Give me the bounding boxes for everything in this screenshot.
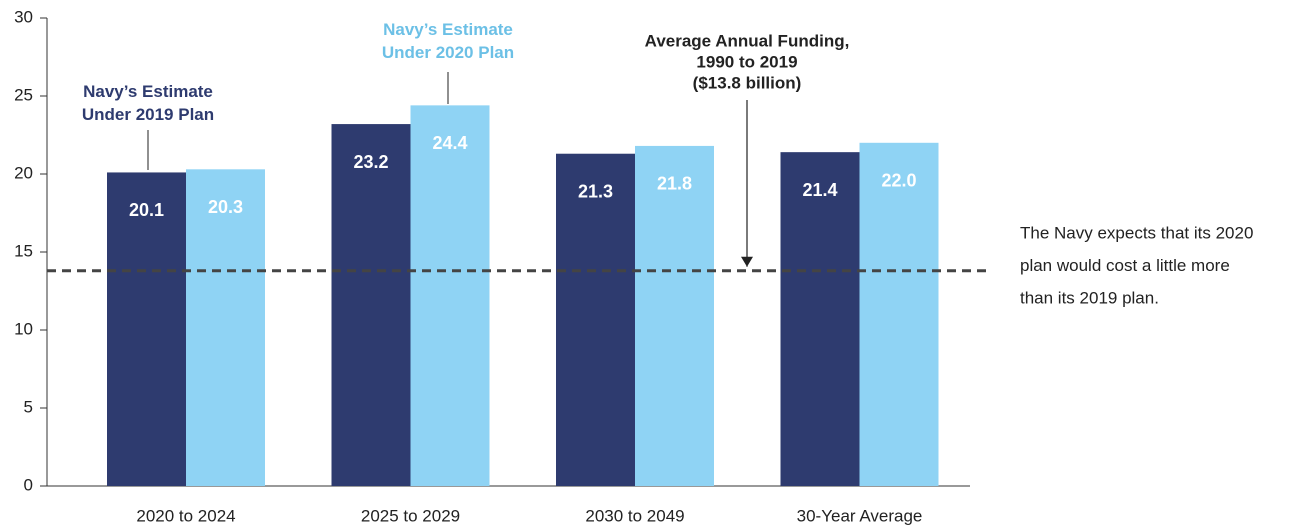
y-tick-label: 15 xyxy=(14,241,33,260)
bar xyxy=(780,152,860,486)
value-label: 21.8 xyxy=(657,174,692,194)
arrow-head xyxy=(741,256,753,267)
y-tick-label: 5 xyxy=(24,397,33,416)
x-tick-label: 2020 to 2024 xyxy=(136,506,235,525)
x-tick-label: 2025 to 2029 xyxy=(361,506,460,525)
note-line: than its 2019 plan. xyxy=(1020,288,1159,307)
value-label: 21.4 xyxy=(802,180,837,200)
value-label: 24.4 xyxy=(432,133,467,153)
bar xyxy=(410,105,490,487)
value-label: 20.1 xyxy=(129,200,164,220)
note-line: plan would cost a little more xyxy=(1020,256,1230,275)
reference-label: 1990 to 2019 xyxy=(696,52,797,71)
y-tick-label: 25 xyxy=(14,85,33,104)
value-label: 22.0 xyxy=(881,171,916,191)
y-tick-label: 30 xyxy=(14,7,33,26)
bar xyxy=(186,169,265,486)
legend-label: Navy’s Estimate Under 2019 Plan xyxy=(81,82,215,124)
note-line: The Navy expects that its 2020 xyxy=(1020,223,1253,242)
legend-label: Navy’s Estimate Under 2020 Plan xyxy=(381,20,515,62)
y-tick-label: 10 xyxy=(14,319,33,338)
y-tick-label: 0 xyxy=(24,475,33,494)
reference-label: Average Annual Funding, xyxy=(645,31,850,50)
bar xyxy=(556,153,635,486)
y-tick-label: 20 xyxy=(14,163,33,182)
value-label: 23.2 xyxy=(353,152,388,172)
reference-label: ($13.8 billion) xyxy=(693,73,802,92)
bar xyxy=(331,124,411,486)
bar xyxy=(635,145,714,487)
bar xyxy=(859,142,939,487)
value-label: 21.3 xyxy=(578,181,613,201)
bar xyxy=(107,172,186,486)
x-tick-label: 2030 to 2049 xyxy=(585,506,684,525)
x-tick-label: 30-Year Average xyxy=(797,506,923,525)
value-label: 20.3 xyxy=(208,197,243,217)
